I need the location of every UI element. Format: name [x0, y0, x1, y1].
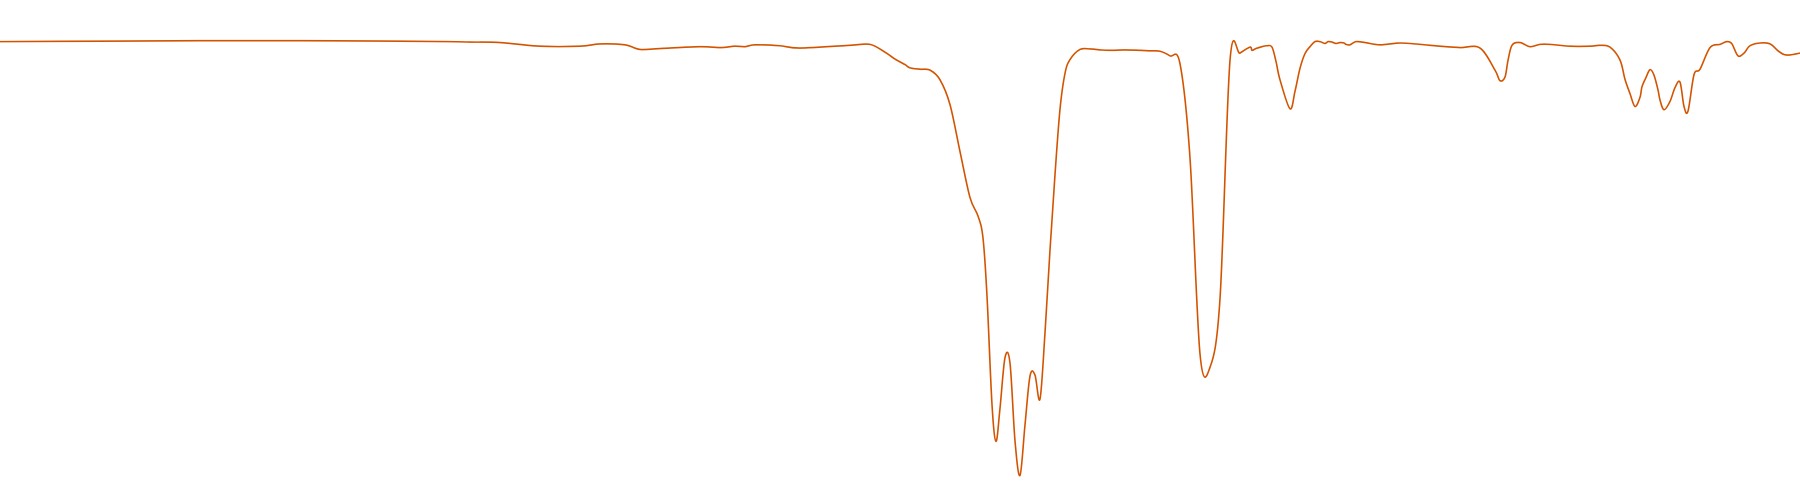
- spectrum-series-line: [0, 39, 1800, 477]
